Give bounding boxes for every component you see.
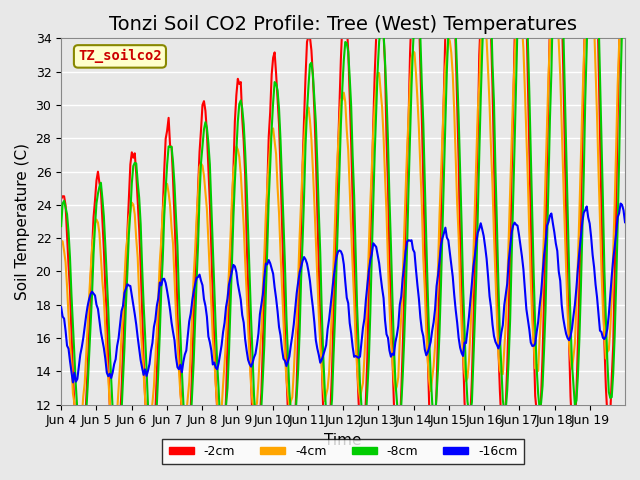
-16cm [78,344,86,350]
-8cm [349,153,356,158]
-2cm [58,196,65,202]
-4cm [349,264,356,269]
-2cm [95,180,103,186]
-16cm [58,304,65,310]
-4cm [95,230,103,236]
-16cm [545,219,552,225]
-4cm [58,238,65,244]
-4cm [78,416,86,422]
Title: Tonzi Soil CO2 Profile: Tree (West) Temperatures: Tonzi Soil CO2 Profile: Tree (West) Temp… [109,15,577,34]
Line: -8cm: -8cm [61,0,625,452]
Line: -2cm: -2cm [61,0,625,480]
-16cm [617,201,625,206]
Line: -16cm: -16cm [61,204,625,383]
-16cm [95,318,103,324]
-8cm [78,448,86,454]
-8cm [545,182,552,188]
-2cm [545,93,552,98]
-8cm [76,449,84,455]
-16cm [69,380,77,385]
Line: -4cm: -4cm [61,0,625,441]
X-axis label: Time: Time [324,433,362,448]
-2cm [78,478,86,480]
-2cm [349,196,356,202]
-4cm [545,74,552,80]
-8cm [58,223,65,229]
Text: TZ_soilco2: TZ_soilco2 [78,49,162,63]
-16cm [620,207,627,213]
-8cm [95,184,103,190]
Y-axis label: Soil Temperature (C): Soil Temperature (C) [15,143,30,300]
-4cm [461,370,468,375]
Legend: -2cm, -4cm, -8cm, -16cm: -2cm, -4cm, -8cm, -16cm [163,439,524,465]
-4cm [75,438,83,444]
-16cm [461,340,468,346]
-8cm [461,327,468,333]
-16cm [349,344,356,349]
-2cm [461,399,468,405]
-16cm [621,219,629,225]
